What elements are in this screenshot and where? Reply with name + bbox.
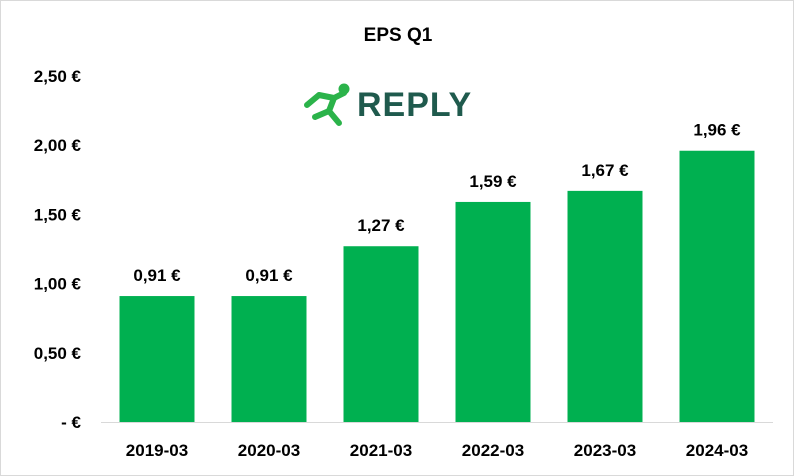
y-tick-label: - € xyxy=(61,413,81,432)
value-label: 1,27 € xyxy=(357,216,405,235)
running-figure-icon xyxy=(304,83,350,126)
value-label: 0,91 € xyxy=(245,266,293,285)
y-tick-label: 1,00 € xyxy=(34,275,82,294)
x-tick-label: 2022-03 xyxy=(462,441,524,460)
bar-2019-03 xyxy=(119,296,195,422)
value-labels: 0,91 € 0,91 € 1,27 € 1,59 € 1,67 € 1,96 € xyxy=(133,121,741,285)
x-tick-label: 2024-03 xyxy=(686,441,748,460)
logo-text: REPLY xyxy=(357,86,472,124)
x-tick-label: 2023-03 xyxy=(574,441,636,460)
value-label: 1,67 € xyxy=(581,161,629,180)
x-axis: 2019-03 2020-03 2021-03 2022-03 2023-03 2024-… xyxy=(101,422,773,460)
bar-2020-03 xyxy=(231,296,307,422)
value-label: 1,59 € xyxy=(469,172,517,191)
x-tick-label: 2020-03 xyxy=(238,441,300,460)
x-tick-label: 2021-03 xyxy=(350,441,412,460)
value-label: 0,91 € xyxy=(133,266,181,285)
y-tick-label: 0,50 € xyxy=(34,344,82,363)
chart-title: EPS Q1 xyxy=(364,25,433,46)
y-axis: - € 0,50 € 1,00 € 1,50 € 2,00 € 2,50 € xyxy=(34,67,82,432)
y-tick-label: 1,50 € xyxy=(34,205,82,224)
bar-2023-03 xyxy=(567,190,643,422)
bar-2021-03 xyxy=(343,246,419,422)
bar-2024-03 xyxy=(679,150,755,422)
x-tick-label: 2019-03 xyxy=(126,441,188,460)
bars xyxy=(119,150,755,422)
reply-logo: REPLY xyxy=(304,83,472,126)
y-tick-label: 2,50 € xyxy=(34,67,82,86)
value-label: 1,96 € xyxy=(693,121,741,140)
y-tick-label: 2,00 € xyxy=(34,136,82,155)
bar-2022-03 xyxy=(455,201,531,422)
